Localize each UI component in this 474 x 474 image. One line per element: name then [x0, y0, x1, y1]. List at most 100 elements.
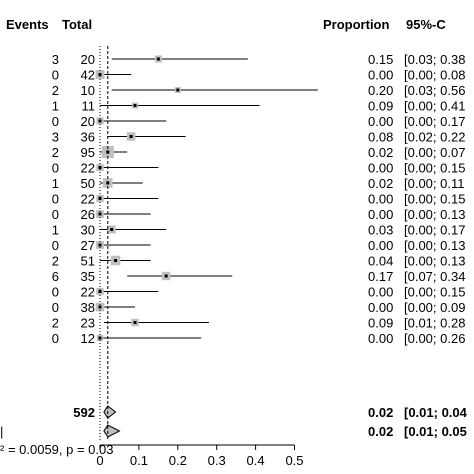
total-value: 26 [81, 207, 95, 222]
summary-ci: [0.01; 0.04 [404, 405, 468, 420]
study-row: 2 23 0.09 [0.01; 0.28 [52, 316, 466, 331]
total-value: 50 [81, 176, 95, 191]
study-row: 0 26 0.00 [0.00; 0.13 [52, 207, 466, 222]
total-value: 23 [81, 316, 95, 331]
summary-rows: 592 0.02 [0.01; 0.04 0.02 [0.01; 0.05 [73, 405, 467, 439]
ci-value: [0.01; 0.28 [404, 316, 465, 331]
ci-value: [0.00; 0.15 [404, 285, 465, 300]
ci-value: [0.03; 0.56 [404, 83, 465, 98]
x-tick-label: 0.4 [247, 453, 265, 468]
point-estimate [176, 88, 180, 92]
study-row: 1 11 0.09 [0.00; 0.41 [52, 99, 466, 114]
proportion-value: 0.09 [368, 99, 393, 114]
ci-value: [0.00; 0.13 [404, 238, 465, 253]
study-row: 3 36 0.08 [0.02; 0.22 [52, 130, 466, 145]
total-value: 95 [81, 145, 95, 160]
summary-row: 592 0.02 [0.01; 0.04 [73, 405, 467, 420]
events-value: 0 [52, 114, 59, 129]
study-row: 2 95 0.02 [0.00; 0.07 [52, 145, 466, 160]
proportion-value: 0.09 [368, 316, 393, 331]
ci-value: [0.00; 0.15 [404, 161, 465, 176]
study-row: 0 22 0.00 [0.00; 0.15 [52, 285, 466, 300]
study-row: 0 20 0.00 [0.00; 0.17 [52, 114, 466, 129]
summary-proportion: 0.02 [368, 424, 393, 439]
events-value: 0 [52, 238, 59, 253]
total-value: 30 [81, 223, 95, 238]
proportion-value: 0.03 [368, 223, 393, 238]
proportion-value: 0.04 [368, 254, 393, 269]
ci-value: [0.00; 0.11 [404, 176, 464, 191]
heterogeneity-text: ² = 0.0059, p = 0.03 [0, 442, 113, 457]
proportion-value: 0.00 [368, 114, 393, 129]
summary-total: 592 [73, 405, 95, 420]
proportion-value: 0.00 [368, 68, 393, 83]
study-row: 0 38 0.00 [0.00; 0.09 [52, 300, 466, 315]
point-estimate [114, 259, 118, 262]
study-row: 3 20 0.15 [0.03; 0.38 [52, 52, 466, 67]
proportion-value: 0.00 [368, 192, 393, 207]
events-value: 0 [52, 300, 59, 315]
point-estimate [98, 166, 102, 169]
ci-value: [0.00; 0.08 [404, 68, 465, 83]
study-row: 0 22 0.00 [0.00; 0.15 [52, 192, 466, 207]
header-events: Events [6, 17, 49, 32]
events-value: 1 [52, 223, 59, 238]
proportion-value: 0.00 [368, 207, 393, 222]
total-value: 12 [81, 331, 95, 346]
proportion-value: 0.00 [368, 238, 393, 253]
proportion-value: 0.15 [368, 52, 393, 67]
total-value: 42 [81, 68, 95, 83]
study-row: 1 50 0.02 [0.00; 0.11 [52, 176, 465, 191]
point-estimate [133, 321, 137, 324]
proportion-value: 0.00 [368, 300, 393, 315]
ci-value: [0.00; 0.17 [404, 223, 465, 238]
proportion-value: 0.02 [368, 145, 393, 160]
events-value: 2 [52, 145, 59, 160]
point-estimate [98, 197, 102, 200]
ci-value: [0.02; 0.22 [404, 130, 465, 145]
total-value: 27 [81, 238, 95, 253]
events-value: 0 [52, 192, 59, 207]
x-tick-label: 0.2 [169, 453, 187, 468]
total-value: 22 [81, 192, 95, 207]
ci-value: [0.00; 0.15 [404, 192, 465, 207]
events-value: 0 [52, 68, 59, 83]
header-proportion: Proportion [323, 17, 389, 32]
ci-value: [0.00; 0.13 [404, 207, 465, 222]
study-row: 0 27 0.00 [0.00; 0.13 [52, 238, 466, 253]
study-row: 0 22 0.00 [0.00; 0.15 [52, 161, 466, 176]
ci-value: [0.07; 0.34 [404, 269, 465, 284]
point-estimate [133, 104, 137, 107]
study-row: 0 42 0.00 [0.00; 0.08 [52, 68, 466, 83]
events-value: 2 [52, 83, 59, 98]
point-estimate [129, 135, 133, 138]
total-value: 38 [81, 300, 95, 315]
x-tick-label: 0.3 [208, 453, 226, 468]
total-value: 20 [81, 114, 95, 129]
total-value: 11 [82, 99, 96, 114]
ci-value: [0.03; 0.38 [404, 52, 465, 67]
ci-value: [0.00; 0.09 [404, 300, 465, 315]
x-axis: 0 0.1 0.2 0.3 0.4 0.5 [96, 46, 304, 468]
events-value: 0 [52, 285, 59, 300]
total-value: 10 [81, 83, 95, 98]
heterogeneity-bar: | [0, 424, 3, 439]
proportion-value: 0.02 [368, 176, 393, 191]
total-value: 22 [81, 285, 95, 300]
point-estimate [98, 73, 102, 76]
study-row: 2 51 0.04 [0.00; 0.13 [52, 254, 466, 269]
study-row: 2 10 0.20 [0.03; 0.56 [52, 83, 466, 98]
study-row: 6 35 0.17 [0.07; 0.34 [52, 269, 466, 284]
events-value: 3 [52, 130, 59, 145]
events-value: 6 [52, 269, 59, 284]
proportion-value: 0.08 [368, 130, 393, 145]
summary-ci: [0.01; 0.05 [404, 424, 467, 439]
study-rows: 3 20 0.15 [0.03; 0.380 42 0.00 [0.00; 0.082 10 0… [52, 52, 466, 346]
ci-value: [0.00; 0.17 [404, 114, 465, 129]
summary-diamond [103, 405, 117, 419]
x-tick-label: 0.5 [285, 453, 303, 468]
proportion-value: 0.17 [368, 269, 393, 284]
proportion-value: 0.00 [368, 331, 393, 346]
summary-row: 0.02 [0.01; 0.05 [103, 424, 467, 439]
